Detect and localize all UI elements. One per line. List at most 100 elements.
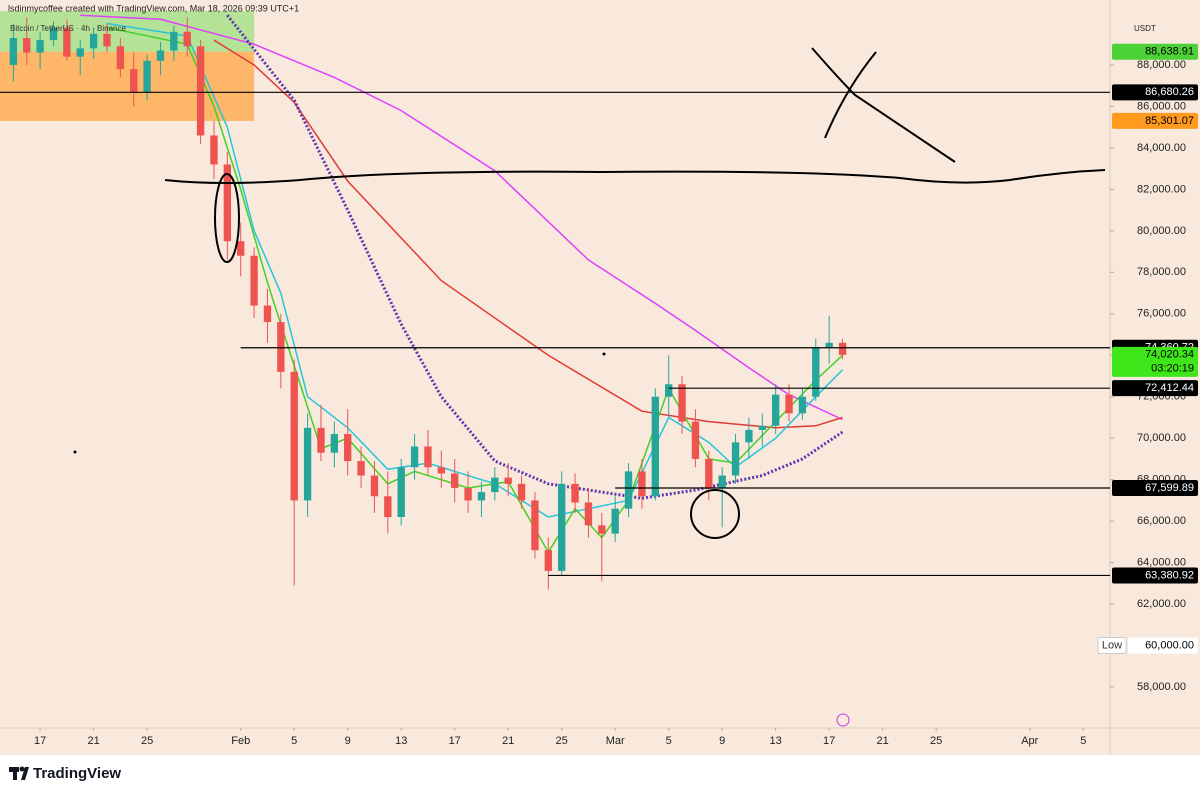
- price-label-bg: [1112, 43, 1198, 60]
- price-label-bg: [1112, 112, 1198, 129]
- candle-body: [183, 31, 191, 47]
- candle-body: [491, 477, 499, 493]
- plot-area: [0, 11, 1110, 590]
- price-label: 88,638.91: [1145, 46, 1194, 58]
- x-tick-label: 21: [877, 735, 889, 747]
- candle-body: [464, 487, 472, 501]
- candle-body: [798, 396, 807, 414]
- candle-body: [263, 305, 272, 323]
- x-tick-label: Feb: [231, 735, 250, 747]
- x-tick-label: 25: [556, 735, 568, 747]
- candle-body: [437, 467, 446, 474]
- candle-body: [143, 60, 151, 92]
- price-label-bg: [1112, 567, 1198, 584]
- moving-average: [106, 26, 844, 554]
- candle-body: [638, 471, 646, 497]
- candle-body: [785, 394, 793, 414]
- price-label-bg: [1112, 479, 1198, 496]
- candle-body: [49, 27, 58, 41]
- x-tick-label: 13: [770, 735, 782, 747]
- candle-body: [103, 33, 111, 47]
- x-tick-label: 9: [345, 735, 351, 747]
- y-tick-label: 80,000.00: [1137, 225, 1186, 237]
- x-tick-label: 17: [449, 735, 461, 747]
- candle-body: [156, 50, 165, 61]
- candle-body: [825, 342, 833, 347]
- low-badge-bg: [1097, 637, 1127, 655]
- x-tick-label: 25: [930, 735, 942, 747]
- y-tick-label: 64,000.00: [1137, 557, 1186, 569]
- candle-body: [584, 502, 593, 526]
- candle-body: [705, 458, 713, 488]
- attribution: lsdinmycoffee created with TradingView.c…: [8, 3, 299, 13]
- y-tick-label: 88,000.00: [1137, 59, 1186, 71]
- candle-body: [397, 467, 405, 517]
- candle-body: [691, 421, 700, 459]
- candle-body: [36, 40, 44, 53]
- candle-body: [424, 446, 432, 468]
- candle-body: [451, 473, 459, 488]
- candle-body: [598, 525, 606, 534]
- event-icon[interactable]: [836, 713, 850, 727]
- candle-body: [303, 427, 312, 501]
- x-tick-label: 5: [291, 735, 297, 747]
- candle-body: [731, 442, 740, 476]
- last-price-bg: [1112, 346, 1198, 377]
- countdown: 03:20:19: [1151, 363, 1194, 375]
- candle-body: [290, 371, 298, 501]
- candle-body: [63, 27, 71, 57]
- candle-body: [330, 434, 339, 453]
- candle-body: [771, 394, 780, 426]
- candle-body: [370, 475, 379, 497]
- candle-body: [344, 434, 352, 462]
- brand: TradingView: [33, 765, 121, 782]
- y-tick-label: 62,000.00: [1137, 598, 1186, 610]
- hand-drawings: [164, 47, 1106, 539]
- price-label: 86,680.26: [1145, 86, 1194, 98]
- candle-body: [23, 38, 31, 53]
- last-price: 74,020.34: [1145, 349, 1194, 361]
- candle-body: [237, 241, 245, 256]
- candle-body: [664, 384, 673, 397]
- symbol: Bitcoin / TetherUS · 4h · Binance: [10, 24, 126, 33]
- candle-body: [9, 38, 18, 65]
- moving-average: [226, 14, 844, 500]
- candle-body: [812, 346, 820, 397]
- drawn-line: [164, 169, 1106, 184]
- candle-body: [531, 500, 539, 551]
- x-tick-label: Apr: [1021, 735, 1038, 747]
- y-tick-label: 84,000.00: [1137, 142, 1186, 154]
- price-label-bg: [1112, 380, 1198, 397]
- candle-body: [170, 31, 178, 51]
- candle-body: [745, 429, 753, 443]
- candle-body: [611, 508, 619, 534]
- candle-body: [758, 425, 766, 430]
- candle-body: [277, 322, 285, 372]
- x-tick-label: 21: [87, 735, 99, 747]
- low-badge: Low: [1102, 639, 1122, 651]
- x-tick-label: 17: [34, 735, 46, 747]
- logo: [9, 766, 29, 780]
- price-label: 67,599.89: [1145, 482, 1194, 494]
- x-tick-label: 21: [502, 735, 514, 747]
- candle-body: [357, 461, 365, 476]
- candle-body: [116, 46, 125, 70]
- x-tick-label: 13: [395, 735, 407, 747]
- price-label: 63,380.92: [1145, 569, 1194, 581]
- zone: [0, 51, 255, 121]
- price-label: 85,301.07: [1145, 115, 1194, 127]
- candle-body: [678, 384, 686, 422]
- candle-body: [544, 550, 552, 571]
- candle-body: [317, 427, 325, 453]
- candle-body: [196, 46, 205, 136]
- candle-body: [384, 496, 392, 517]
- footer: [0, 755, 1200, 793]
- price-label-bg: [1112, 84, 1198, 101]
- candle-body: [838, 342, 847, 355]
- candle-body: [477, 492, 486, 501]
- y-tick-label: 66,000.00: [1137, 515, 1186, 527]
- x-tick-label: 17: [823, 735, 835, 747]
- x-tick-label: 5: [1080, 735, 1086, 747]
- candle-body: [504, 477, 512, 484]
